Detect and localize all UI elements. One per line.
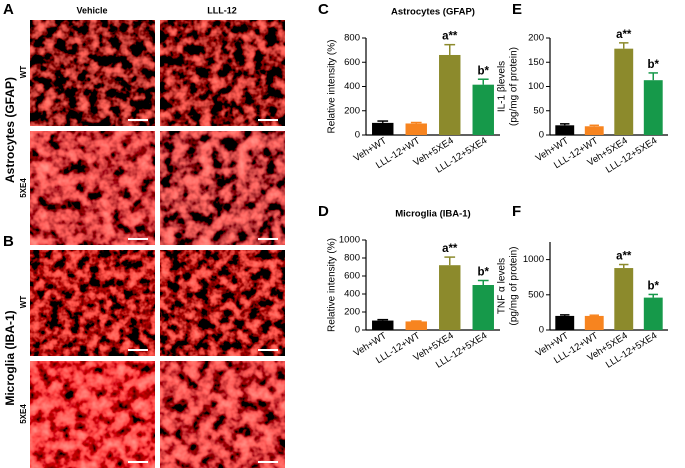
bar bbox=[405, 123, 427, 135]
micrograph bbox=[30, 361, 155, 468]
y-tick-label: 200 bbox=[344, 105, 360, 116]
y-axis-label: TNF α levels bbox=[497, 258, 508, 314]
y-tick-label: 200 bbox=[528, 33, 544, 44]
y-axis-label: (pg/mg of protein) bbox=[509, 47, 520, 126]
bar bbox=[555, 315, 575, 330]
y-tick-label: 200 bbox=[344, 307, 360, 318]
scale-bars bbox=[128, 119, 278, 463]
annotation: b* bbox=[648, 59, 660, 71]
row-label: WT bbox=[19, 296, 28, 309]
y-tick-label: 1000 bbox=[523, 254, 544, 265]
group-label: Astrocytes (GFAP) bbox=[3, 77, 17, 183]
micrograph bbox=[160, 20, 285, 126]
micrograph bbox=[160, 131, 285, 245]
bar bbox=[439, 265, 461, 330]
bar bbox=[439, 54, 461, 135]
y-tick-label: 800 bbox=[344, 253, 360, 264]
bar bbox=[372, 122, 394, 135]
bar bbox=[472, 285, 494, 330]
y-tick-label: 0 bbox=[355, 130, 360, 141]
micrograph bbox=[160, 361, 285, 468]
panel-label: E bbox=[512, 1, 522, 18]
y-tick-label: 150 bbox=[528, 57, 544, 68]
y-tick-label: 0 bbox=[539, 130, 544, 141]
bar bbox=[555, 125, 575, 135]
micrograph bbox=[30, 250, 155, 356]
bar bbox=[405, 321, 427, 330]
y-tick-label: 0 bbox=[355, 325, 360, 336]
row-label: WT bbox=[19, 66, 28, 79]
bar bbox=[584, 315, 604, 330]
y-tick-label: 600 bbox=[344, 57, 360, 68]
panel-label: F bbox=[512, 203, 521, 220]
annotation: b* bbox=[478, 65, 490, 77]
y-tick-label: 50 bbox=[533, 105, 544, 116]
annotation: a** bbox=[616, 251, 632, 263]
bar bbox=[372, 320, 394, 330]
y-axis-label: (pg/mg of protein) bbox=[509, 247, 520, 326]
annotation: b* bbox=[648, 280, 660, 292]
panel-label: B bbox=[3, 233, 14, 250]
panel-label: D bbox=[318, 203, 329, 220]
micrograph bbox=[30, 131, 155, 245]
y-tick-label: 100 bbox=[528, 81, 544, 92]
bar bbox=[614, 268, 634, 330]
micrograph bbox=[160, 250, 285, 356]
annotation: a** bbox=[442, 31, 458, 43]
y-axis-label: Relative intensity (%) bbox=[327, 238, 338, 332]
row-label: 5XE4 bbox=[19, 404, 28, 424]
y-tick-label: 500 bbox=[528, 289, 544, 300]
column-label: Vehicle bbox=[76, 5, 107, 15]
annotation: a** bbox=[616, 29, 632, 41]
row-label: 5XE4 bbox=[19, 178, 28, 198]
panel-label: A bbox=[3, 1, 14, 18]
group-label: Microglia (IBA-1) bbox=[3, 310, 17, 405]
bar bbox=[643, 297, 663, 330]
bar bbox=[643, 80, 663, 135]
annotation: a** bbox=[442, 243, 458, 255]
y-tick-label: 0 bbox=[539, 325, 544, 336]
y-axis-label: IL-1 βlevels bbox=[497, 61, 508, 112]
micrograph-panel: A B Vehicle LLL-12 Astrocytes (GFAP) Mic… bbox=[3, 1, 285, 468]
y-tick-label: 600 bbox=[344, 271, 360, 282]
y-tick-label: 400 bbox=[344, 81, 360, 92]
chart-title: Microglia (IBA-1) bbox=[395, 209, 470, 220]
y-tick-label: 800 bbox=[344, 33, 360, 44]
chart-title: Astrocytes (GFAP) bbox=[391, 7, 475, 18]
y-tick-label: 400 bbox=[344, 289, 360, 300]
annotation: b* bbox=[478, 267, 490, 279]
y-axis-label: Relative intensity (%) bbox=[327, 40, 338, 134]
y-tick-label: 1000 bbox=[339, 235, 360, 246]
bar bbox=[614, 48, 634, 135]
bar bbox=[584, 126, 604, 135]
panel-label: C bbox=[318, 1, 329, 18]
bar bbox=[472, 84, 494, 135]
column-label: LLL-12 bbox=[207, 5, 237, 15]
micrograph bbox=[30, 20, 155, 126]
